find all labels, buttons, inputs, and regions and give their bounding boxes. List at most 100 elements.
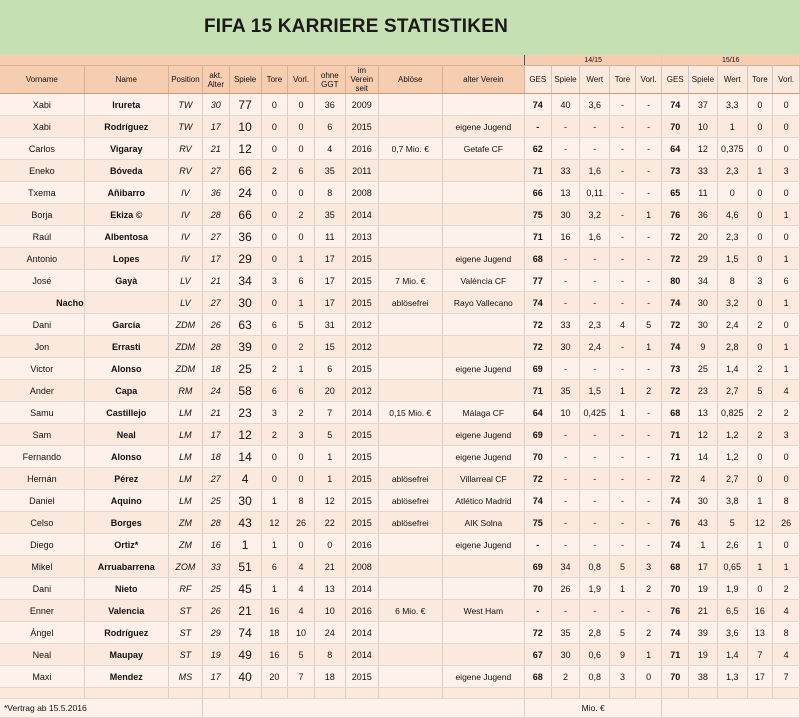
player-prev-club (442, 643, 525, 666)
s2-value: 3,2 (717, 291, 748, 314)
s2-games: 13 (688, 401, 718, 424)
s1-games: 26 (551, 577, 581, 600)
player-firstname: Xabi (0, 93, 85, 116)
player-games: 58 (229, 379, 262, 402)
s1-games: 13 (551, 181, 581, 204)
s2-goals: 13 (747, 621, 774, 644)
player-position: MS (168, 665, 203, 688)
player-firstname: Fernando (0, 445, 85, 468)
s2-value: 8 (717, 269, 748, 292)
s2-ges: 76 (661, 203, 690, 226)
s1-games: 34 (551, 555, 581, 578)
s2-assists: 1 (772, 335, 800, 358)
s2-assists: 0 (772, 225, 800, 248)
spacer-cell (772, 687, 800, 699)
player-lastname: Albentosa (84, 225, 169, 248)
s2-goals: 3 (747, 269, 774, 292)
s2-ges: 74 (661, 335, 690, 358)
s1-assists: 2 (635, 621, 663, 644)
s1-goals: 1 (609, 379, 636, 402)
player-position: IV (168, 247, 203, 270)
s1-ges: 77 (523, 269, 552, 292)
player-joined: 2015 (345, 511, 379, 534)
s2-assists: 0 (772, 115, 800, 138)
s2-goals: 1 (747, 159, 774, 182)
player-position: LM (168, 489, 203, 512)
player-clean-sheets: 31 (314, 313, 346, 336)
s2-games: 43 (688, 511, 718, 534)
s2-goals: 2 (747, 313, 774, 336)
spacer-cell (661, 687, 690, 699)
s2-ges: 80 (661, 269, 690, 292)
player-joined: 2016 (345, 599, 379, 622)
col-header-s2-goals: Tore (747, 65, 774, 94)
player-fee: ablösefrei (378, 291, 443, 314)
player-games: 14 (229, 445, 262, 468)
player-age: 17 (202, 115, 230, 138)
s2-games: 29 (688, 247, 718, 270)
player-goals: 0 (261, 445, 289, 468)
player-prev-club: eigene Jugend (442, 665, 525, 688)
player-games: 10 (229, 115, 262, 138)
s2-ges: 71 (661, 445, 690, 468)
s2-value: 1,9 (717, 577, 748, 600)
player-lastname: Maupay (84, 643, 169, 666)
player-fee (378, 577, 443, 600)
table-row: Celso Borges ZM 28 43 12 26 22 2015 ablösefrei AIK… (0, 511, 800, 534)
player-firstname: Dani (0, 577, 85, 600)
s1-games: - (551, 291, 581, 314)
s1-ges: 72 (523, 335, 552, 358)
s1-value: - (579, 511, 611, 534)
player-fee (378, 335, 443, 358)
s2-value: 4,6 (717, 203, 748, 226)
player-clean-sheets: 21 (314, 555, 346, 578)
table-row: Jon Errasti ZDM 28 39 0 2 15 2012 72 30 2,4-1 74 9 2,8… (0, 335, 800, 358)
table-row: Samu Castillejo LM 21 23 3 2 7 2014 0,15 Mio. € Má… (0, 401, 800, 424)
s2-goals: 0 (747, 247, 774, 270)
s2-ges: 64 (661, 137, 690, 160)
s1-assists: - (635, 599, 663, 622)
player-assists: 10 (287, 621, 315, 644)
s2-goals: 0 (747, 467, 774, 490)
table-row: Nacho LV 27 30 0 1 17 2015 ablösefrei Rayo Vallec… (0, 291, 800, 314)
player-assists: 7 (287, 665, 315, 688)
s2-assists: 1 (772, 357, 800, 380)
player-age: 24 (202, 379, 230, 402)
player-games: 77 (229, 93, 262, 116)
player-clean-sheets: 13 (314, 577, 346, 600)
player-lastname: Nieto (84, 577, 169, 600)
player-games: 51 (229, 555, 262, 578)
player-goals: 12 (261, 511, 289, 534)
s1-value: - (579, 489, 611, 512)
contract-footnote: *Vertrag ab 15.5.2016 (0, 698, 203, 718)
player-position: TW (168, 93, 203, 116)
player-firstname: Ángel (0, 621, 85, 644)
player-joined: 2014 (345, 621, 379, 644)
col-header-s1-goals: Tore (609, 65, 636, 94)
s2-ges: 71 (661, 423, 690, 446)
s1-assists: 1 (635, 643, 663, 666)
player-assists: 0 (287, 445, 315, 468)
player-assists: 3 (287, 423, 315, 446)
s1-value: 2,4 (579, 335, 611, 358)
s1-games: 40 (551, 93, 581, 116)
table-row: Diego Ortiz* ZM 16 1 1 0 0 2016 eigene Jugend - - - -… (0, 533, 800, 556)
player-firstname: Daniel (0, 489, 85, 512)
player-clean-sheets: 18 (314, 665, 346, 688)
stats-table: 14/15 15/16 Vorname Name Position akt. A… (0, 55, 800, 718)
s1-games: 33 (551, 313, 581, 336)
player-lastname: García (84, 313, 169, 336)
player-position: IV (168, 225, 203, 248)
s2-assists: 0 (772, 93, 800, 116)
s2-games: 17 (688, 555, 718, 578)
player-games: 29 (229, 247, 262, 270)
title-bar: FIFA 15 KARRIERE STATISTIKEN (0, 0, 800, 56)
s1-assists: - (635, 137, 663, 160)
s1-value: 2,3 (579, 313, 611, 336)
s2-ges: 74 (661, 533, 690, 556)
player-clean-sheets: 17 (314, 291, 346, 314)
player-prev-club (442, 313, 525, 336)
s2-assists: 0 (772, 533, 800, 556)
player-firstname: Hernán (0, 467, 85, 490)
player-age: 21 (202, 269, 230, 292)
